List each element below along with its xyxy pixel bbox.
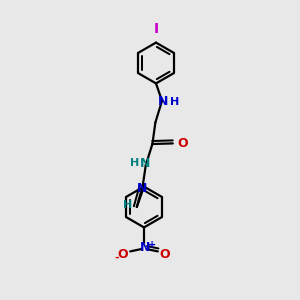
- Text: N: N: [137, 182, 147, 196]
- Text: O: O: [118, 248, 128, 261]
- Text: -: -: [114, 253, 119, 263]
- Text: O: O: [177, 137, 188, 150]
- Text: I: I: [153, 22, 159, 36]
- Text: N: N: [140, 241, 150, 254]
- Text: H: H: [123, 200, 132, 210]
- Text: N: N: [140, 157, 150, 170]
- Text: H: H: [170, 97, 179, 107]
- Text: N: N: [158, 95, 168, 109]
- Text: O: O: [160, 248, 170, 261]
- Text: +: +: [148, 240, 156, 250]
- Text: H: H: [130, 158, 139, 168]
